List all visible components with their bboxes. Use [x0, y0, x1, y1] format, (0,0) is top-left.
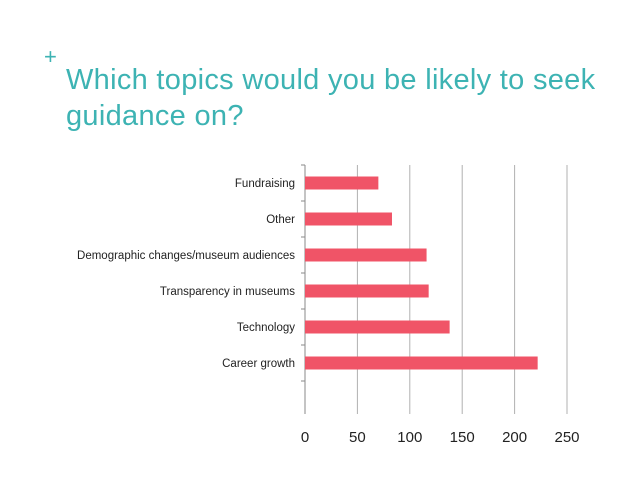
- x-tick-label: 150: [450, 429, 475, 446]
- x-tick-label: 250: [554, 429, 579, 446]
- x-tick-label: 0: [301, 429, 309, 446]
- bar: [305, 356, 538, 370]
- category-label: Fundraising: [235, 178, 295, 190]
- bar: [305, 284, 429, 298]
- x-tick-labels: 0 50 100 150 200 250: [301, 429, 580, 446]
- y-axis: [301, 164, 306, 414]
- bar: [305, 320, 450, 334]
- x-tick-label: 100: [397, 429, 422, 446]
- x-tick-label: 50: [349, 429, 366, 446]
- bars: [305, 176, 538, 370]
- x-tick-label: 200: [502, 429, 527, 446]
- category-label: Career growth: [222, 358, 295, 370]
- bar: [305, 248, 427, 262]
- bar: [305, 212, 392, 226]
- category-labels: Fundraising Other Demographic changes/muse…: [77, 178, 295, 370]
- plus-icon: +: [44, 44, 57, 69]
- slide-title: Which topics would you be likely to seek…: [66, 64, 596, 132]
- grid-lines: [356, 165, 568, 414]
- category-label: Other: [266, 214, 295, 226]
- category-label: Transparency in museums: [160, 286, 295, 298]
- category-label: Technology: [237, 322, 295, 334]
- category-label: Demographic changes/museum audiences: [77, 250, 295, 262]
- bar: [305, 176, 379, 190]
